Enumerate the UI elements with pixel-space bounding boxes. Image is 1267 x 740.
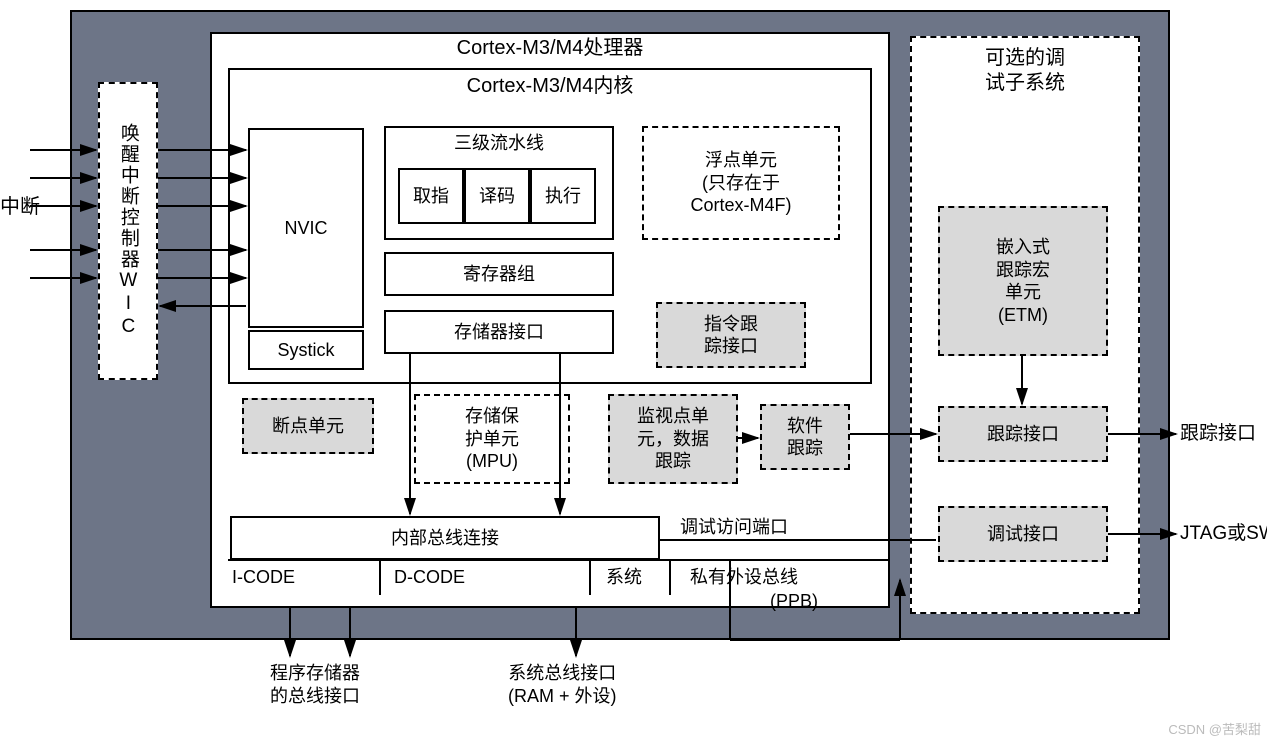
bus-connect-text: 内部总线连接 — [391, 527, 499, 550]
sw-trace-text: 软件 跟踪 — [787, 415, 823, 460]
systick-text: Systick — [277, 339, 334, 362]
out-trace-label: 跟踪接口 — [1180, 422, 1256, 446]
debug-if-block: 调试接口 — [938, 506, 1108, 562]
pipeline-decode: 译码 — [464, 168, 530, 224]
dcode-label: D-CODE — [394, 566, 465, 589]
debug-if-text: 调试接口 — [987, 523, 1059, 546]
bp-unit-block: 断点单元 — [242, 398, 374, 454]
ppb-bottom-label: (PPB) — [770, 590, 818, 613]
debug-access-label: 调试访问端口 — [680, 516, 788, 539]
nvic-text: NVIC — [284, 217, 327, 240]
icode-label: I-CODE — [232, 566, 295, 589]
nvic-block: NVIC — [248, 128, 364, 328]
itm-if-text: 指令跟 踪接口 — [704, 313, 758, 358]
decode-text: 译码 — [479, 185, 515, 208]
sw-trace-block: 软件 跟踪 — [760, 404, 850, 470]
wic-block: 唤醒中断控制器WIC — [98, 82, 158, 380]
pipeline-execute: 执行 — [530, 168, 596, 224]
systick-block: Systick — [248, 330, 364, 370]
mpu-text: 存储保 护单元 (MPU) — [465, 405, 519, 473]
memif-block: 存储器接口 — [384, 310, 614, 354]
dwt-block: 监视点单 元，数据 跟踪 — [608, 394, 738, 484]
etm-block: 嵌入式 跟踪宏 单元 (ETM) — [938, 206, 1108, 356]
mpu-block: 存储保 护单元 (MPU) — [414, 394, 570, 484]
regfile-text: 寄存器组 — [463, 263, 535, 286]
pipeline-title: 三级流水线 — [384, 132, 614, 155]
watermark: CSDN @苦梨甜 — [1168, 719, 1261, 738]
debug-subsys-title: 可选的调 试子系统 — [910, 46, 1140, 96]
fpu-text: 浮点单元 (只存在于 Cortex-M4F) — [690, 149, 791, 217]
itm-if-block: 指令跟 踪接口 — [656, 302, 806, 368]
system-label: 系统 — [606, 566, 642, 589]
bottom-left-label: 程序存储器 的总线接口 — [270, 662, 360, 707]
bottom-right-label: 系统总线接口 (RAM + 外设) — [508, 662, 617, 707]
fpu-block: 浮点单元 (只存在于 Cortex-M4F) — [642, 126, 840, 240]
wic-text: 唤醒中断控制器WIC — [116, 123, 140, 339]
bp-unit-text: 断点单元 — [272, 415, 344, 438]
ppb-top-label: 私有外设总线 — [690, 566, 798, 589]
bus-connect-block: 内部总线连接 — [230, 516, 660, 560]
processor-title: Cortex-M3/M4处理器 — [210, 36, 890, 61]
core-title: Cortex-M3/M4内核 — [228, 74, 872, 99]
out-jtag-label: JTAG或SWD — [1180, 522, 1267, 546]
diagram-canvas: 中断 唤醒中断控制器WIC Cortex-M3/M4处理器 Cortex-M3/… — [0, 0, 1267, 740]
pipeline-fetch: 取指 — [398, 168, 464, 224]
execute-text: 执行 — [545, 185, 581, 208]
dwt-text: 监视点单 元，数据 跟踪 — [637, 405, 709, 473]
regfile-block: 寄存器组 — [384, 252, 614, 296]
interrupt-label: 中断 — [0, 195, 40, 220]
trace-if-block: 跟踪接口 — [938, 406, 1108, 462]
memif-text: 存储器接口 — [454, 321, 544, 344]
trace-if-text: 跟踪接口 — [987, 423, 1059, 446]
etm-text: 嵌入式 跟踪宏 单元 (ETM) — [996, 236, 1050, 326]
fetch-text: 取指 — [413, 185, 449, 208]
